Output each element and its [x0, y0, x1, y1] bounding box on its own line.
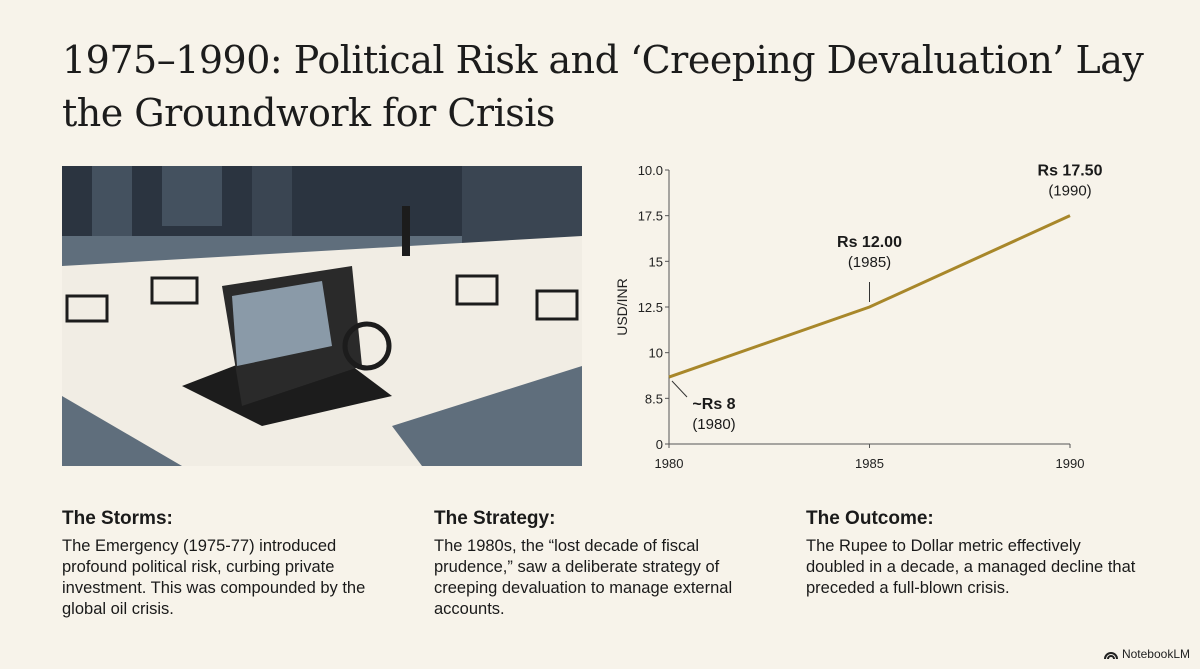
y-tick-label: 10 [649, 346, 663, 361]
annotation-value: Rs 17.50 [1038, 163, 1103, 180]
strategy-heading: The Strategy: [434, 508, 556, 529]
strategy-body: The 1980s, the “lost decade of fiscal pr… [434, 537, 733, 618]
page-title: 1975–1990: Political Risk and ‘Creeping … [62, 38, 1144, 135]
x-tick-label: 1980 [655, 456, 684, 471]
y-tick-label: 15 [649, 254, 663, 269]
annotation-year: (1990) [1048, 183, 1091, 200]
outcome-body: The Rupee to Dollar metric effectively d… [806, 537, 1136, 597]
y-tick-label: 8.5 [645, 391, 663, 406]
storms-heading: The Storms: [62, 508, 173, 529]
storms-section: The Storms: The Emergency (1975-77) intr… [62, 508, 392, 620]
y-axis-label: USD/INR [614, 278, 630, 336]
y-tick-label: 10.0 [638, 163, 663, 178]
strategy-section: The Strategy: The 1980s, the “lost decad… [434, 508, 764, 620]
outcome-section: The Outcome: The Rupee to Dollar metric … [806, 508, 1136, 599]
storms-body: The Emergency (1975-77) introduced profo… [62, 537, 366, 618]
annotation-value: Rs 12.00 [837, 234, 902, 251]
brand-watermark: NotebookLM [1103, 647, 1190, 661]
printing-press-illustration [62, 166, 582, 466]
outcome-heading: The Outcome: [806, 508, 934, 529]
annotation-year: (1980) [692, 416, 735, 433]
x-tick-label: 1990 [1056, 456, 1085, 471]
annotation-leader [671, 380, 688, 398]
brand-name: NotebookLM [1121, 647, 1190, 661]
x-tick-label: 1985 [855, 456, 884, 471]
y-tick-label: 17.5 [638, 209, 663, 224]
notebooklm-logo-icon [1103, 652, 1118, 659]
annotation-value: ~Rs 8 [692, 396, 735, 413]
exchange-rate-chart: USD/INR 0 8.5 10 12.5 15 17.5 10.0 1980 1985 1990… [614, 163, 1103, 471]
y-tick-label: 12.5 [638, 300, 663, 315]
annotation-year: (1985) [848, 254, 891, 271]
y-tick-label: 0 [656, 437, 663, 452]
